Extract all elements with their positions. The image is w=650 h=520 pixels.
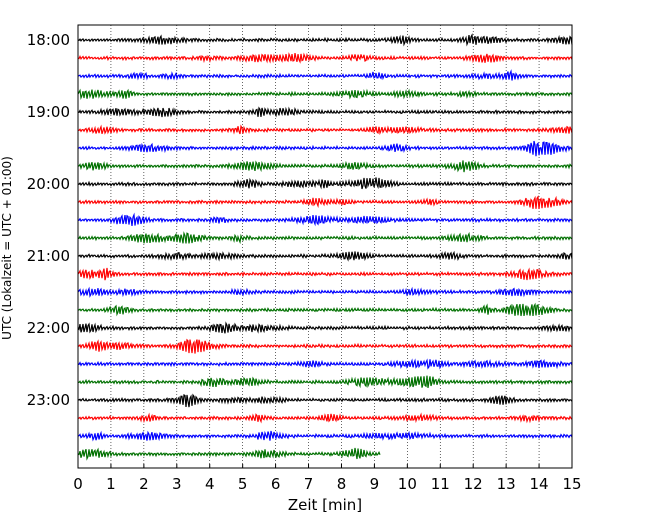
x-tick-label: 11 xyxy=(431,475,450,493)
trace-2230 xyxy=(77,358,573,370)
trace-2115 xyxy=(77,267,573,281)
trace-2145 xyxy=(77,302,573,317)
x-tick-label: 6 xyxy=(271,475,281,493)
y-tick-label: 22:00 xyxy=(27,319,70,337)
x-tick-label: 12 xyxy=(464,475,483,493)
trace-1930 xyxy=(77,140,573,157)
x-tick-label: 13 xyxy=(497,475,516,493)
x-tick-label: 14 xyxy=(530,475,549,493)
x-tick-label: 10 xyxy=(398,475,417,493)
trace-1815 xyxy=(77,52,573,64)
trace-2100 xyxy=(77,250,573,262)
trace-2045 xyxy=(77,231,573,245)
trace-2000 xyxy=(77,177,573,190)
x-axis-ticks: 0 1 2 3 4 5 6 7 8 9 10 11 12 13 14 15 xyxy=(73,464,582,493)
trace-2200 xyxy=(77,321,573,334)
x-tick-label: 1 xyxy=(106,475,116,493)
x-tick-label: 9 xyxy=(370,475,380,493)
trace-2300 xyxy=(77,393,573,408)
x-tick-label: 5 xyxy=(238,475,248,493)
y-tick-label: 18:00 xyxy=(27,31,70,49)
trace-2215 xyxy=(77,338,573,354)
y-axis-label: UTC (Lokalzeit = UTC + 01:00) xyxy=(0,156,14,340)
trace-1845 xyxy=(77,88,573,100)
x-tick-label: 7 xyxy=(304,475,314,493)
x-tick-label: 0 xyxy=(73,475,83,493)
trace-1830 xyxy=(77,69,573,81)
trace-2330 xyxy=(77,430,573,442)
y-tick-label: 20:00 xyxy=(27,175,70,193)
y-tick-label: 21:00 xyxy=(27,247,70,265)
x-tick-label: 4 xyxy=(205,475,215,493)
trace-2315 xyxy=(77,412,573,424)
trace-2030 xyxy=(77,212,573,227)
x-axis-label: Zeit [min] xyxy=(288,496,362,514)
vertical-gridlines xyxy=(110,25,540,468)
y-tick-label: 23:00 xyxy=(27,391,70,409)
plot-frame xyxy=(77,24,573,469)
x-tick-label: 2 xyxy=(139,475,149,493)
trace-1800 xyxy=(77,33,573,47)
trace-1915 xyxy=(77,124,573,136)
seismic-traces xyxy=(77,33,573,461)
y-axis-ticks: 18:00 19:00 20:00 21:00 22:00 23:00 xyxy=(27,31,82,409)
y-tick-label: 19:00 xyxy=(27,103,70,121)
trace-2345 xyxy=(77,447,381,461)
x-tick-label: 8 xyxy=(337,475,347,493)
x-tick-label: 15 xyxy=(562,475,581,493)
trace-2245 xyxy=(77,375,573,389)
trace-2015 xyxy=(77,195,573,210)
trace-1945 xyxy=(77,160,573,173)
trace-1900 xyxy=(77,106,573,118)
trace-2130 xyxy=(77,286,573,298)
x-tick-label: 3 xyxy=(172,475,182,493)
